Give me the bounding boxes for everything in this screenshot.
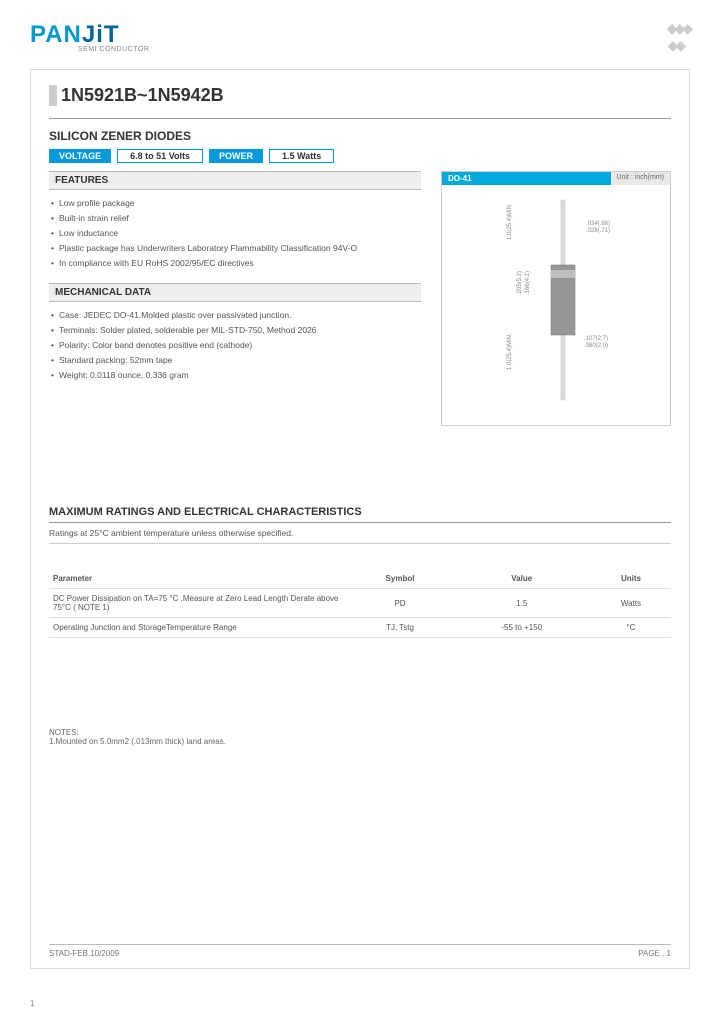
voltage-label: VOLTAGE bbox=[49, 149, 111, 163]
ratings-cell: Operating Junction and StorageTemperatur… bbox=[49, 618, 348, 638]
dim-lead-bot: 1.0(25.4)MIN. bbox=[507, 333, 513, 370]
dim-body-da: .205(5.2) bbox=[517, 271, 523, 295]
page-header: PANJiT SEMI CONDUCTOR ◆◆◆ ◆◆ bbox=[30, 20, 690, 54]
power-label: POWER bbox=[209, 149, 263, 163]
decoration-dots: ◆◆◆ ◆◆ bbox=[667, 20, 690, 54]
package-unit-label: Unit : inch(mm) bbox=[611, 172, 670, 185]
dim-body-wb: .080(2.0) bbox=[584, 343, 608, 349]
dim-body-wa: .107(2.7) bbox=[584, 336, 608, 342]
mechanical-item: Polarity: Color band denotes positive en… bbox=[49, 338, 421, 353]
ratings-col-header: Symbol bbox=[348, 569, 453, 589]
right-column: DO-41 Unit : inch(mm) 1.0(25.4)MIN. 1.0(… bbox=[441, 171, 671, 426]
package-diagram: 1.0(25.4)MIN. 1.0(25.4)MIN. .205(5.2) .1… bbox=[442, 185, 670, 415]
mechanical-header: MECHANICAL DATA bbox=[49, 283, 421, 302]
dim-wire-a: .034(.88) bbox=[586, 221, 610, 227]
spec-badges: VOLTAGE 6.8 to 51 Volts POWER 1.5 Watts bbox=[49, 149, 671, 163]
page-footer: STAD-FEB.10/2009 PAGE . 1 bbox=[49, 944, 671, 958]
dim-body-db: .166(4.1) bbox=[525, 271, 531, 295]
ratings-cell: DC Power Dissipation on TA=75 °C ,Measur… bbox=[49, 589, 348, 618]
feature-item: Plastic package has Underwriters Laborat… bbox=[49, 241, 421, 256]
diode-outline-svg: 1.0(25.4)MIN. 1.0(25.4)MIN. .205(5.2) .1… bbox=[451, 190, 661, 410]
package-name: DO-41 bbox=[442, 172, 611, 185]
features-list: Low profile packageBuilt-in strain relie… bbox=[49, 196, 421, 271]
ratings-col-header: Units bbox=[591, 569, 671, 589]
mechanical-item: Standard packing: 52mm tape bbox=[49, 353, 421, 368]
dim-wire-b: .028(.71) bbox=[586, 228, 610, 234]
notes-section: NOTES: 1.Mounted on 5.0mm2 (.013mm thick… bbox=[49, 728, 671, 746]
footer-date: STAD-FEB.10/2009 bbox=[49, 949, 119, 958]
power-value: 1.5 Watts bbox=[269, 149, 334, 163]
mechanical-item: Case: JEDEC DO-41.Molded plastic over pa… bbox=[49, 308, 421, 323]
dim-lead-top: 1.0(25.4)MIN. bbox=[507, 203, 513, 240]
ratings-cell: 1.5 bbox=[452, 589, 590, 618]
logo-text-jt: JiT bbox=[82, 21, 120, 48]
page-number-small: 1 bbox=[30, 999, 34, 1008]
left-column: FEATURES Low profile packageBuilt-in str… bbox=[49, 171, 421, 426]
ratings-cell: TJ, Tstg bbox=[348, 618, 453, 638]
ratings-col-header: Parameter bbox=[49, 569, 348, 589]
ratings-row: Operating Junction and StorageTemperatur… bbox=[49, 618, 671, 638]
mechanical-list: Case: JEDEC DO-41.Molded plastic over pa… bbox=[49, 308, 421, 383]
voltage-value: 6.8 to 51 Volts bbox=[117, 149, 203, 163]
ratings-row: DC Power Dissipation on TA=75 °C ,Measur… bbox=[49, 589, 671, 618]
feature-item: Low profile package bbox=[49, 196, 421, 211]
divider bbox=[49, 118, 671, 119]
logo: PANJiT SEMI CONDUCTOR bbox=[30, 21, 149, 53]
ratings-subtitle: Ratings at 25°C ambient temperature unle… bbox=[49, 522, 671, 544]
notes-label: NOTES: bbox=[49, 728, 671, 737]
logo-text-pan: PAN bbox=[30, 21, 82, 48]
part-number-title: 1N5921B~1N5942B bbox=[49, 85, 671, 106]
ratings-cell: -55 to +150 bbox=[452, 618, 590, 638]
feature-item: Built-in strain relief bbox=[49, 211, 421, 226]
logo-subtitle: SEMI CONDUCTOR bbox=[78, 46, 149, 53]
ratings-col-header: Value bbox=[452, 569, 590, 589]
package-outline-box: DO-41 Unit : inch(mm) 1.0(25.4)MIN. 1.0(… bbox=[441, 171, 671, 426]
document-frame: 1N5921B~1N5942B SILICON ZENER DIODES VOL… bbox=[30, 69, 690, 969]
ratings-cell: °C bbox=[591, 618, 671, 638]
product-subtitle: SILICON ZENER DIODES bbox=[49, 129, 671, 143]
feature-item: Low inductance bbox=[49, 226, 421, 241]
ratings-table: ParameterSymbolValueUnits DC Power Dissi… bbox=[49, 569, 671, 638]
note-item: 1.Mounted on 5.0mm2 (.013mm thick) land … bbox=[49, 737, 671, 746]
mechanical-item: Weight: 0.0118 ounce, 0.336 gram bbox=[49, 368, 421, 383]
mechanical-item: Terminals: Solder plated, solderable per… bbox=[49, 323, 421, 338]
ratings-title: MAXIMUM RATINGS AND ELECTRICAL CHARACTER… bbox=[49, 506, 671, 518]
footer-page: PAGE . 1 bbox=[638, 949, 671, 958]
ratings-cell: PD bbox=[348, 589, 453, 618]
features-header: FEATURES bbox=[49, 171, 421, 190]
ratings-cell: Watts bbox=[591, 589, 671, 618]
ratings-section: MAXIMUM RATINGS AND ELECTRICAL CHARACTER… bbox=[49, 506, 671, 638]
feature-item: In compliance with EU RoHS 2002/95/EC di… bbox=[49, 256, 421, 271]
